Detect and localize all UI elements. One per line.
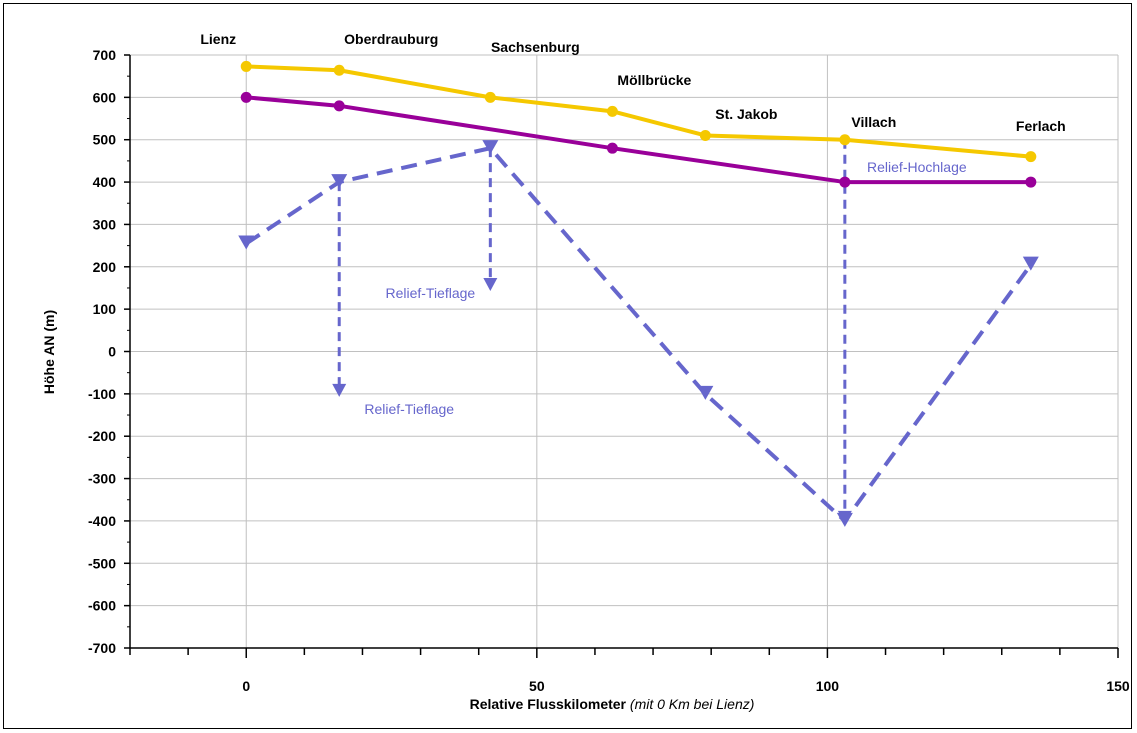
place-label: Lienz <box>200 31 236 47</box>
y-tick-label: 700 <box>93 47 117 63</box>
relief-series-point <box>238 235 255 250</box>
place-label: Sachsenburg <box>491 39 580 55</box>
x-tick-label: 100 <box>816 678 840 694</box>
relief-series-point <box>697 385 714 400</box>
relief-drop-arrowhead <box>332 383 347 397</box>
place-label: St. Jakob <box>715 106 777 122</box>
chart-frame <box>3 3 1132 729</box>
y-tick-label: 400 <box>93 174 117 190</box>
y-tick-label: -700 <box>88 640 116 656</box>
relief-annotation: Relief-Hochlage <box>867 159 967 175</box>
place-label: Villach <box>851 114 896 130</box>
y-tick-label: 600 <box>93 89 117 105</box>
y-tick-label: 300 <box>93 216 117 232</box>
y-tick-label: -200 <box>88 428 116 444</box>
relief-series-point <box>836 512 853 527</box>
y-tick-label: 0 <box>108 344 116 360</box>
axes <box>124 54 1119 658</box>
x-axis-title-note: (mit 0 Km bei Lienz) <box>630 696 754 712</box>
place-label: Oberdrauburg <box>344 31 438 47</box>
relief-series-point <box>1022 256 1039 271</box>
y-tick-label: 500 <box>93 132 117 148</box>
relief-drop-arrowhead <box>483 277 498 291</box>
lower-series-point <box>606 142 618 154</box>
x-tick-label: 0 <box>242 678 250 694</box>
upper-series-point <box>240 60 252 72</box>
lower-series-point <box>839 176 851 188</box>
y-tick-label: -400 <box>88 513 116 529</box>
y-tick-label: 200 <box>93 259 117 275</box>
x-tick-label: 150 <box>1106 678 1130 694</box>
upper-series-point <box>1025 151 1037 163</box>
y-tick-label: -500 <box>88 555 116 571</box>
upper-series-point <box>839 134 851 146</box>
upper-series-point <box>333 64 345 76</box>
relief-annotation: Relief-Tieflage <box>385 285 475 301</box>
x-tick-label: 50 <box>529 678 545 694</box>
y-tick-label: -600 <box>88 598 116 614</box>
grid-lines <box>130 54 1119 649</box>
y-tick-label: 100 <box>93 301 117 317</box>
relief-series-line <box>245 146 1033 523</box>
lower-series-point <box>1025 176 1037 188</box>
lower-series-point <box>240 91 252 103</box>
upper-series-point <box>606 105 618 117</box>
upper-series-point <box>699 129 711 141</box>
x-axis-title-main: Relative Flusskilometer <box>470 696 627 712</box>
relief-annotation: Relief-Tieflage <box>364 401 454 417</box>
relief-series-point <box>482 140 499 155</box>
place-label: Ferlach <box>1016 118 1066 134</box>
series <box>238 60 1039 527</box>
y-tick-label: -100 <box>88 386 116 402</box>
lower-series-point <box>333 100 345 112</box>
place-label: Möllbrücke <box>617 72 691 88</box>
relief-series-point <box>331 174 348 189</box>
upper-series-point <box>484 91 496 103</box>
y-axis-title: Höhe AN (m) <box>41 310 57 394</box>
x-axis-title: Relative Flusskilometer (mit 0 Km bei Li… <box>470 696 755 712</box>
labels: 7006005004003002001000-100-200-300-400-5… <box>88 31 1130 694</box>
y-tick-label: -300 <box>88 471 116 487</box>
